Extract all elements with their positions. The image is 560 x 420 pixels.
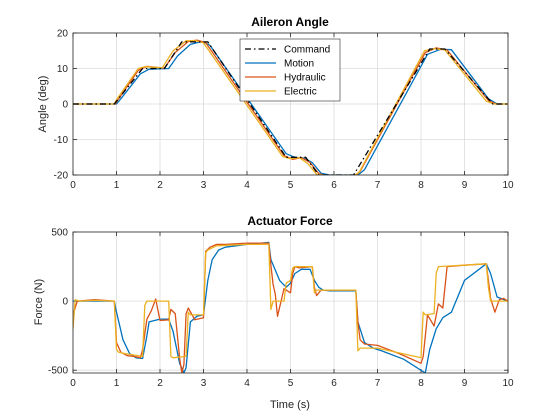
x-tick-label: 10 xyxy=(502,378,514,389)
ticks: 0 1 2 3 4 5 6 7 8 9 10 -20 -10 0 10 20 xyxy=(54,29,514,192)
series-2-line xyxy=(73,242,508,373)
legend-label: Hydraulic xyxy=(284,73,326,84)
actuator-force-axes: Actuator Force Force (N) Time (s) 0 1 2 3 4 5… xyxy=(33,214,514,411)
chart-title: Actuator Force xyxy=(247,214,333,228)
axes-frame xyxy=(72,32,509,176)
x-tick-label: 3 xyxy=(201,378,207,389)
y-tick-label: 0 xyxy=(62,100,68,111)
x-tick-label: 8 xyxy=(418,180,424,191)
y-tick-label: 0 xyxy=(62,297,68,308)
series-3-line xyxy=(73,243,508,359)
legend: Command Motion Hydraulic Electric xyxy=(239,38,341,102)
x-tick-label: 4 xyxy=(244,180,250,191)
y-tick-label: -20 xyxy=(54,171,69,182)
series-1-line xyxy=(73,241,508,373)
x-tick-label: 8 xyxy=(418,378,424,389)
x-tick-label: 10 xyxy=(502,180,514,191)
x-tick-label: 7 xyxy=(375,180,381,191)
x-tick-label: 2 xyxy=(157,180,163,191)
x-tick-label: 0 xyxy=(70,180,76,191)
y-tick-label: 20 xyxy=(57,29,69,40)
x-axis-label: Time (s) xyxy=(270,399,310,411)
x-tick-label: 6 xyxy=(331,378,337,389)
command-line xyxy=(73,41,508,175)
x-tick-label: 1 xyxy=(114,180,120,191)
axes-frame xyxy=(72,231,509,374)
legend-label: Electric xyxy=(284,87,317,98)
legend-label: Command xyxy=(284,45,330,56)
x-tick-label: 2 xyxy=(157,378,163,389)
x-tick-label: 0 xyxy=(70,378,76,389)
y-tick-label: 500 xyxy=(51,228,68,239)
x-tick-label: 9 xyxy=(462,378,468,389)
aileron-angle-axes: Aileron Angle Angle (deg) 0 1 2 3 4 5 6 7 8 9 10 -2… xyxy=(37,15,514,191)
x-tick-label: 5 xyxy=(288,180,294,191)
series-group xyxy=(73,241,508,373)
y-tick-label: -500 xyxy=(48,366,68,377)
chart-title: Aileron Angle xyxy=(251,15,329,29)
series-group xyxy=(73,39,508,175)
legend-label: Motion xyxy=(284,59,314,70)
y-tick-label: 10 xyxy=(57,64,69,75)
x-tick-label: 3 xyxy=(201,180,207,191)
y-axis-label: Angle (deg) xyxy=(37,76,49,133)
x-tick-label: 4 xyxy=(244,378,250,389)
y-tick-label: -10 xyxy=(54,135,69,146)
x-tick-label: 1 xyxy=(114,378,120,389)
x-tick-label: 9 xyxy=(462,180,468,191)
y-axis-label: Force (N) xyxy=(33,279,45,325)
x-tick-label: 5 xyxy=(288,378,294,389)
x-tick-label: 7 xyxy=(375,378,381,389)
x-tick-label: 6 xyxy=(331,180,337,191)
